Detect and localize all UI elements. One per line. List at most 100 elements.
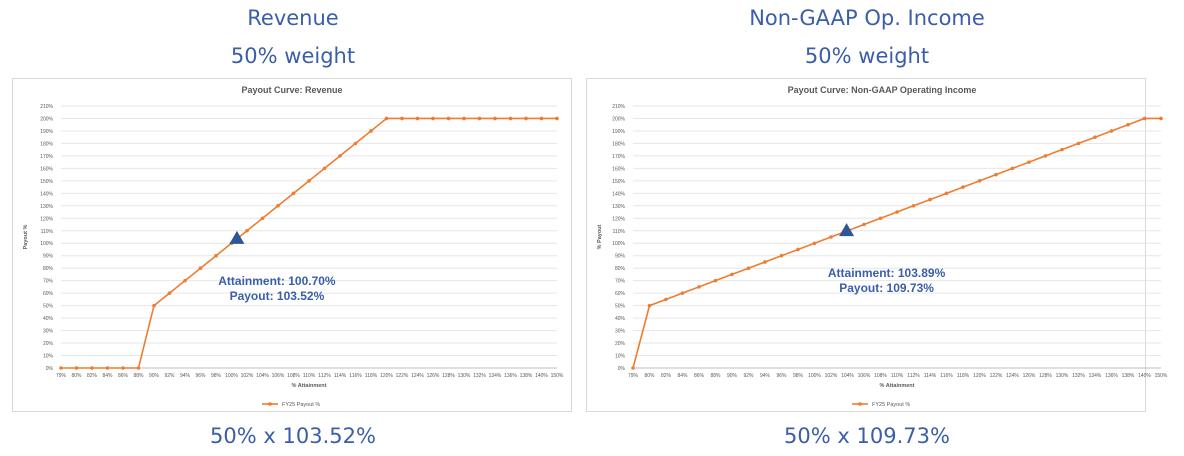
marker-triangle	[839, 223, 855, 237]
data-point	[152, 303, 156, 308]
y-tick-label: 140%	[40, 191, 53, 197]
x-tick-label: 132%	[1072, 373, 1085, 379]
x-tick-label: 96%	[776, 373, 787, 379]
data-point	[276, 204, 280, 208]
y-tick-label: 50%	[43, 304, 54, 310]
x-tick-label: 114%	[924, 373, 937, 379]
data-point	[260, 216, 265, 221]
data-point	[245, 228, 249, 233]
x-tick-label: 96%	[195, 373, 206, 379]
x-tick-label: 104%	[256, 373, 269, 379]
y-tick-label: 80%	[615, 266, 626, 272]
x-tick-label: 134%	[489, 373, 502, 379]
x-tick-label: 110%	[303, 373, 316, 379]
x-tick-label: 82%	[661, 373, 672, 379]
op-income-chart: Payout Curve: Non-GAAP Operating Income 0…	[586, 78, 1168, 412]
data-point	[812, 241, 817, 246]
y-tick-label: 120%	[40, 216, 53, 222]
data-point	[647, 303, 652, 308]
x-axis-label: % Attainment	[292, 383, 327, 389]
data-point	[944, 191, 949, 196]
y-axis-label: Payout %	[23, 225, 29, 250]
data-point	[746, 266, 751, 270]
y-tick-label: 190%	[40, 129, 53, 135]
legend-swatch-dot	[268, 402, 272, 406]
x-tick-label: 79%	[628, 373, 639, 379]
x-tick-label: 102%	[825, 373, 838, 379]
data-point	[631, 366, 635, 370]
data-point	[384, 116, 389, 121]
x-tick-label: 126%	[427, 373, 440, 379]
y-tick-label: 180%	[40, 141, 53, 147]
data-point	[796, 247, 800, 252]
panel-weight: 50% weight	[804, 44, 930, 68]
data-point	[477, 116, 482, 121]
x-tick-label: 106%	[858, 373, 871, 379]
data-point	[167, 291, 172, 295]
x-tick-label: 138%	[520, 373, 533, 379]
data-point	[680, 291, 685, 295]
data-point	[1010, 166, 1015, 171]
x-tick-label: 134%	[1089, 373, 1102, 379]
y-tick-label: 150%	[40, 179, 53, 185]
data-point	[1060, 147, 1064, 152]
x-tick-label: 86%	[118, 373, 129, 379]
x-tick-label: 122%	[396, 373, 409, 379]
panel-title: Non-GAAP Op. Income	[749, 6, 985, 30]
x-tick-label: 136%	[1105, 373, 1118, 379]
data-point	[1093, 135, 1097, 139]
data-point	[400, 116, 404, 121]
data-point	[539, 116, 544, 121]
x-tick-label: 150%	[551, 373, 564, 379]
x-tick-label: 98%	[793, 373, 804, 379]
x-tick-label: 130%	[458, 373, 471, 379]
x-tick-label: 140%	[1138, 373, 1151, 379]
y-tick-label: 110%	[613, 229, 626, 235]
x-tick-label: 100%	[225, 373, 238, 379]
y-tick-label: 110%	[41, 229, 54, 235]
data-point	[1027, 160, 1031, 164]
op-income-panel: Non-GAAP Op. Income 50% weight Payout Cu…	[582, 0, 1168, 456]
x-tick-label: 94%	[180, 373, 191, 379]
x-tick-label: 116%	[940, 373, 953, 379]
x-tick-label: 90%	[149, 373, 160, 379]
data-point	[353, 141, 358, 146]
revenue-panel: Revenue 50% weight Payout Curve: Revenue…	[8, 0, 578, 456]
x-tick-label: 84%	[102, 373, 113, 379]
y-tick-label: 60%	[615, 291, 626, 297]
data-point	[779, 253, 784, 258]
x-tick-label: 120%	[973, 373, 986, 379]
chart-title: Payout Curve: Revenue	[241, 85, 342, 95]
data-point	[829, 235, 833, 239]
data-point	[1142, 116, 1147, 121]
y-tick-label: 70%	[615, 279, 626, 285]
x-tick-label: 130%	[1056, 373, 1069, 379]
x-tick-label: 136%	[504, 373, 517, 379]
y-tick-label: 210%	[40, 104, 53, 110]
y-tick-label: 90%	[43, 254, 54, 260]
panel-formula: 50% x 109.73%	[784, 424, 950, 448]
payout-annotation: Payout: 109.73%	[839, 281, 934, 295]
x-tick-label: 112%	[318, 373, 331, 379]
x-tick-label: 108%	[874, 373, 887, 379]
y-tick-label: 90%	[615, 254, 626, 260]
y-tick-label: 170%	[612, 154, 625, 160]
data-point	[338, 154, 342, 158]
x-tick-label: 86%	[694, 373, 705, 379]
x-tick-label: 140%	[535, 373, 548, 379]
data-point	[730, 272, 734, 277]
data-point	[878, 216, 883, 221]
data-point	[446, 116, 451, 121]
panel-formula: 50% x 103.52%	[210, 424, 376, 448]
data-point	[136, 366, 141, 370]
y-tick-label: 0%	[618, 366, 626, 372]
data-point	[895, 210, 899, 214]
y-tick-label: 20%	[43, 341, 54, 347]
x-tick-label: 88%	[133, 373, 144, 379]
y-tick-label: 160%	[612, 166, 625, 172]
x-tick-label: 126%	[1023, 373, 1036, 379]
x-tick-label: 90%	[727, 373, 738, 379]
data-point	[1159, 116, 1163, 121]
y-tick-label: 160%	[40, 166, 53, 172]
data-point	[307, 179, 311, 183]
